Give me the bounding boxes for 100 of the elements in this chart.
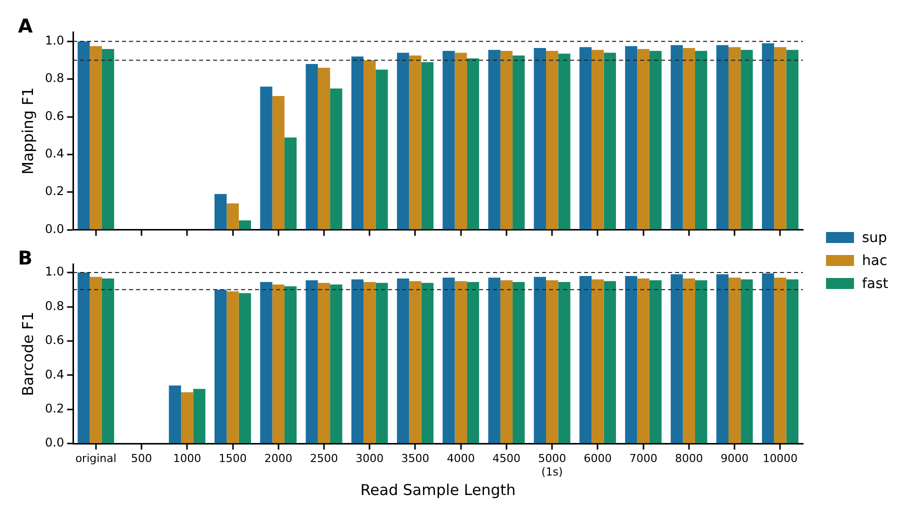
bar xyxy=(214,194,227,230)
y-tick-label: 0.2 xyxy=(44,402,64,416)
y-tick-label: 0.8 xyxy=(44,298,64,313)
bar xyxy=(421,62,434,230)
x-tick-label: 4000 xyxy=(446,452,475,466)
bar xyxy=(670,45,683,230)
bar xyxy=(442,278,455,444)
bar xyxy=(762,273,774,444)
bar xyxy=(318,68,330,230)
x-tick-label: original xyxy=(75,452,116,466)
bar xyxy=(762,43,774,230)
bar xyxy=(740,50,753,230)
bar xyxy=(396,278,410,444)
bar xyxy=(786,279,798,444)
x-tick-label: 2000 xyxy=(264,452,292,466)
bar xyxy=(695,280,708,444)
legend-label: sup xyxy=(862,230,888,246)
x-tick-label: 7000 xyxy=(629,452,658,466)
bar xyxy=(488,278,500,444)
bar xyxy=(695,50,708,230)
bar xyxy=(376,282,388,444)
bar xyxy=(512,282,525,444)
bar xyxy=(454,52,467,230)
bar xyxy=(193,388,206,444)
bar xyxy=(786,50,798,230)
bar xyxy=(534,276,546,444)
bar xyxy=(272,96,284,230)
bar xyxy=(579,47,592,230)
y-tick-label: 0.6 xyxy=(44,108,64,123)
x-tick-label: 5000 (1s) xyxy=(538,452,566,478)
bar xyxy=(682,48,696,230)
bar xyxy=(500,50,513,230)
bar xyxy=(78,41,90,230)
y-tick-label: 0.2 xyxy=(44,184,64,198)
bar xyxy=(90,46,102,230)
bar xyxy=(637,48,650,230)
y-tick-label: 0.4 xyxy=(44,367,64,382)
bar xyxy=(318,282,330,444)
bar xyxy=(670,274,683,444)
legend-label: fast xyxy=(862,276,888,292)
bar xyxy=(226,291,239,444)
bar xyxy=(102,48,114,230)
bar xyxy=(488,50,500,230)
bar xyxy=(364,60,376,230)
x-axis-title: Read Sample Length xyxy=(360,480,516,499)
bar xyxy=(466,282,480,444)
x-tick-label: 3000 xyxy=(356,452,384,466)
y-axis-title: Mapping F1 xyxy=(18,87,37,175)
bar xyxy=(90,276,102,444)
bar xyxy=(716,274,728,444)
y-axis-title: Barcode F1 xyxy=(18,312,37,396)
bar xyxy=(774,47,786,230)
bar xyxy=(364,282,376,444)
bar xyxy=(78,272,90,444)
bar xyxy=(592,279,604,444)
legend-label: hac xyxy=(862,252,888,268)
bar xyxy=(558,282,570,444)
y-tick-label: 0.4 xyxy=(44,146,64,161)
bar xyxy=(102,278,114,444)
bar xyxy=(637,278,650,444)
bar xyxy=(442,50,455,230)
bar xyxy=(682,278,696,444)
bar xyxy=(546,50,558,230)
x-tick-label: 10000 xyxy=(762,452,798,466)
bar xyxy=(238,220,251,230)
bar xyxy=(534,48,546,230)
bar xyxy=(330,88,342,230)
bar xyxy=(376,70,388,230)
bar xyxy=(396,52,410,230)
x-tick-label: 500 xyxy=(131,452,152,466)
text: B xyxy=(18,247,32,270)
bar xyxy=(260,86,272,230)
y-tick-label: 1.0 xyxy=(44,34,64,48)
bar xyxy=(330,284,342,444)
bar xyxy=(409,56,422,230)
text: A xyxy=(18,15,33,38)
bar xyxy=(728,47,741,230)
bar xyxy=(272,284,284,444)
bar xyxy=(740,279,753,444)
bar xyxy=(558,54,570,230)
bar xyxy=(181,392,194,444)
bar xyxy=(625,46,638,230)
y-tick-label: 0.0 xyxy=(44,222,64,236)
bar xyxy=(306,64,318,230)
bar xyxy=(579,276,592,444)
bar xyxy=(306,280,318,444)
x-tick-label: 9000 xyxy=(720,452,749,466)
bar xyxy=(260,282,272,444)
bar xyxy=(168,385,182,444)
bar xyxy=(546,280,558,444)
bar xyxy=(351,279,364,444)
bar xyxy=(454,281,467,444)
y-tick-label: 0.8 xyxy=(44,71,64,86)
x-tick-label: 3500 xyxy=(401,452,430,466)
y-tick-label: 0.0 xyxy=(44,436,64,450)
bar xyxy=(604,52,616,230)
bar xyxy=(774,278,786,444)
bar xyxy=(604,281,616,444)
bar xyxy=(214,290,227,444)
bar xyxy=(284,137,297,230)
